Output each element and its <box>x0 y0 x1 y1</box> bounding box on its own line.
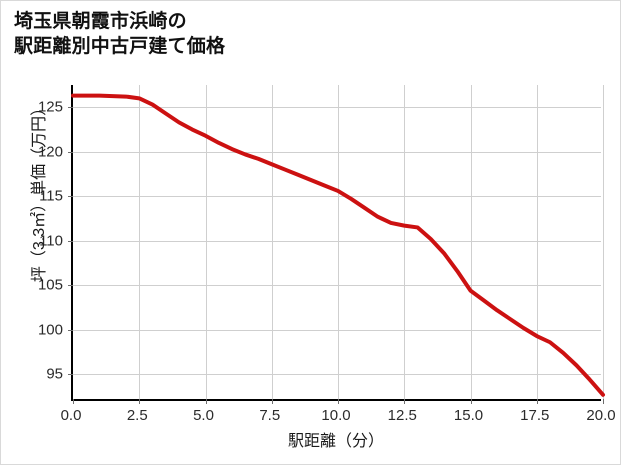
gridline-vertical <box>404 85 406 399</box>
x-tick-mark <box>271 399 273 404</box>
gridline-vertical <box>338 85 339 399</box>
plot-inner <box>68 85 605 404</box>
y-tick-mark <box>68 285 73 287</box>
x-tick-mark <box>73 399 74 404</box>
x-tick-label: 20.0 <box>586 407 616 424</box>
plot-area <box>68 85 605 404</box>
gridline-horizontal <box>73 374 601 376</box>
x-tick-mark <box>404 399 406 404</box>
gridline-vertical <box>271 85 273 399</box>
x-tick-mark <box>536 399 538 404</box>
x-tick-mark <box>139 399 141 404</box>
y-tick-mark <box>68 329 73 331</box>
gridline-vertical <box>470 85 472 399</box>
y-tick-label: 100 <box>37 321 63 339</box>
x-axis-title: 駅距離（分） <box>287 433 384 450</box>
y-axis-tick-labels: 95 100 105 110 115 120 125 <box>1 85 63 401</box>
gridline-horizontal <box>73 196 601 198</box>
x-tick-label: 7.5 <box>259 407 281 424</box>
x-tick-label: 5.0 <box>193 407 214 424</box>
y-tick-mark <box>68 196 73 198</box>
line-series-canvas <box>71 93 605 397</box>
x-tick-label: 2.5 <box>126 407 148 424</box>
x-tick-label: 17.5 <box>520 407 550 424</box>
x-tick-mark <box>603 399 604 404</box>
y-tick-label: 125 <box>37 98 63 116</box>
gridline-horizontal <box>73 329 601 331</box>
y-tick-label: 110 <box>39 232 63 250</box>
y-tick-mark <box>68 107 73 109</box>
y-tick-label: 120 <box>37 143 63 161</box>
x-tick-mark <box>470 399 472 404</box>
x-tick-label: 12.5 <box>387 407 417 424</box>
x-tick-mark <box>338 399 339 404</box>
x-axis-tick-labels: 0.0 2.5 5.0 7.5 10.0 12.5 15.0 17.5 20.0 <box>61 407 616 429</box>
x-tick-mark <box>205 399 207 404</box>
y-tick-label: 105 <box>37 276 63 294</box>
x-tick-label: 0.0 <box>60 407 82 424</box>
gridline-horizontal <box>73 240 601 242</box>
gridline-vertical <box>603 85 604 399</box>
gridline-vertical <box>139 85 141 399</box>
x-tick-label: 10.0 <box>321 407 351 424</box>
y-tick-label: 95 <box>46 365 63 383</box>
gridline-horizontal <box>73 107 601 109</box>
y-axis-title: 坪（3.3㎡）単価（万円） <box>31 99 48 283</box>
gridline-vertical <box>536 85 538 399</box>
page-title: 埼玉県朝霞市浜崎の 駅距離別中古戸建て価格 <box>14 11 226 57</box>
x-tick-label: 15.0 <box>453 407 484 424</box>
y-tick-mark <box>68 374 73 376</box>
y-tick-label: 115 <box>39 187 63 205</box>
gridline-horizontal <box>73 151 601 153</box>
line-series-price <box>71 93 605 397</box>
gridline-horizontal <box>73 285 601 287</box>
y-tick-mark <box>68 151 73 153</box>
gridline-vertical <box>205 85 207 399</box>
y-tick-mark <box>68 240 73 242</box>
